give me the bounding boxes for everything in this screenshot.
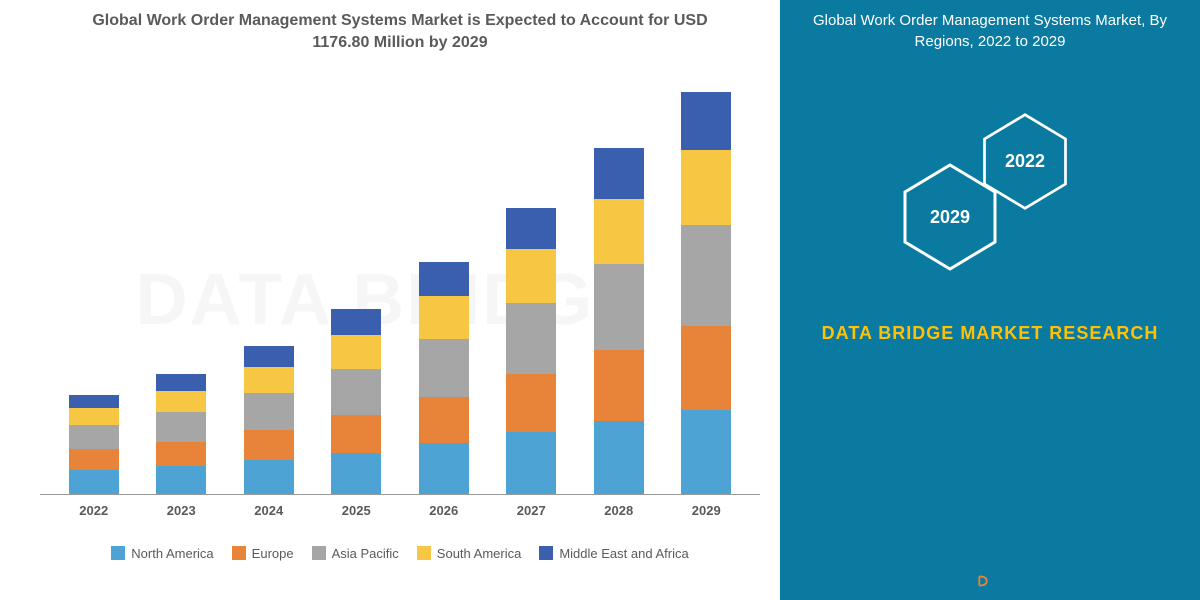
bar-segment [594,264,644,350]
brand-name: DATA BRIDGE MARKET RESEARCH [822,322,1159,345]
bar-group [50,395,138,494]
legend-item: Asia Pacific [312,546,399,561]
right-panel: Global Work Order Management Systems Mar… [780,0,1200,600]
bar-segment [331,369,381,416]
legend-item: Middle East and Africa [539,546,688,561]
bar-segment [594,350,644,421]
footer-logo-text: DATA BRIDGE [1000,573,1100,589]
x-axis-label: 2024 [225,503,313,518]
bar-segment [506,374,556,432]
bar-group [575,148,663,493]
bar-segment [244,430,294,460]
chart-area [40,75,760,495]
bar-segment [419,397,469,444]
footer-logo-icon [972,570,994,592]
bar-segment [506,249,556,303]
bar-segment [244,346,294,367]
bar-group [400,262,488,493]
x-axis-label: 2022 [50,503,138,518]
bar-segment [156,442,206,466]
legend-label: South America [437,546,522,561]
legend-label: North America [131,546,213,561]
legend-item: North America [111,546,213,561]
bar-segment [69,470,119,494]
bar-segment [69,408,119,425]
bar-segment [594,421,644,494]
stacked-bar [594,148,644,493]
bar-segment [681,150,731,225]
bar-group [488,208,576,494]
legend-swatch [539,546,553,560]
hexagon-label: 2022 [1005,151,1045,172]
x-axis-label: 2023 [138,503,226,518]
bar-segment [506,208,556,249]
bar-segment [419,296,469,339]
x-axis-label: 2025 [313,503,401,518]
left-panel: DATA BRIDGE Global Work Order Management… [0,0,780,600]
bar-group [225,346,313,493]
stacked-bar [156,374,206,493]
x-axis-label: 2029 [663,503,751,518]
bar-segment [681,410,731,494]
x-axis-label: 2027 [488,503,576,518]
bar-segment [156,391,206,412]
chart-legend: North America Europe Asia Pacific South Ame… [40,546,760,561]
bar-group [663,92,751,493]
legend-item: Europe [232,546,294,561]
bar-segment [156,466,206,494]
legend-swatch [232,546,246,560]
bar-segment [244,367,294,393]
bar-segment [244,393,294,430]
bar-segment [506,432,556,494]
stacked-bar [419,262,469,493]
legend-swatch [417,546,431,560]
legend-label: Asia Pacific [332,546,399,561]
bar-segment [594,199,644,264]
bar-segment [156,412,206,442]
bar-segment [331,309,381,335]
bar-segment [69,449,119,470]
bar-segment [681,225,731,326]
bar-segment [69,395,119,408]
hexagon-group: 2029 2022 [880,112,1100,272]
x-axis-label: 2028 [575,503,663,518]
bar-group [138,374,226,493]
footer-logo: DATA BRIDGE [972,570,1100,592]
bar-group [313,309,401,494]
legend-swatch [312,546,326,560]
stacked-bar [331,309,381,494]
bar-segment [331,415,381,452]
x-axis-label: 2026 [400,503,488,518]
legend-item: South America [417,546,522,561]
bar-segment [244,460,294,494]
bar-segment [419,443,469,493]
chart-container: DATA BRIDGE Global Work Order Management… [0,0,1200,600]
bar-segment [681,326,731,410]
bar-segment [156,374,206,391]
stacked-bar [681,92,731,493]
stacked-bar [506,208,556,494]
legend-swatch [111,546,125,560]
hexagon-badge: 2022 [980,112,1070,211]
bar-segment [419,339,469,397]
bar-segment [331,335,381,369]
stacked-bar [244,346,294,493]
legend-label: Europe [252,546,294,561]
bar-segment [419,262,469,296]
bar-segment [506,303,556,374]
bar-segment [594,148,644,198]
bar-segment [681,92,731,150]
stacked-bar [69,395,119,494]
hexagon-label: 2029 [930,207,970,228]
bar-segment [331,453,381,494]
right-panel-title: Global Work Order Management Systems Mar… [800,10,1180,52]
bar-segment [69,425,119,449]
chart-title: Global Work Order Management Systems Mar… [40,10,760,55]
x-axis-labels: 20222023202420252026202720282029 [40,495,760,518]
legend-label: Middle East and Africa [559,546,688,561]
